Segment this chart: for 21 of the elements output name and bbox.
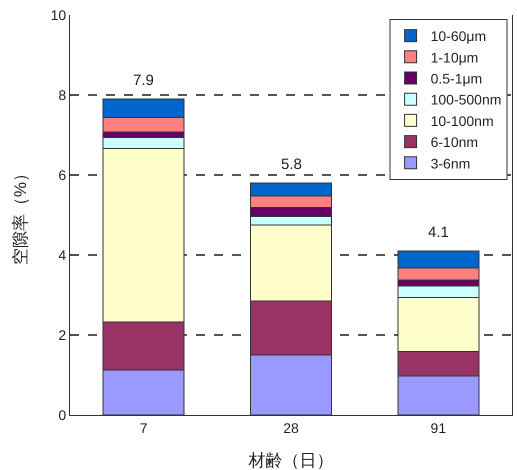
y-tick-label: 10	[50, 6, 66, 23]
y-tick-label: 8	[58, 86, 66, 103]
y-tick-label: 0	[58, 406, 66, 423]
total-label: 5.8	[281, 156, 302, 173]
legend-label: 100-500nm	[430, 92, 502, 108]
legend-label: 10-100nm	[430, 112, 494, 129]
x-tick-label: 91	[430, 420, 446, 436]
x-tick-label: 7	[140, 420, 148, 436]
legend-label: 0.5-1μm	[430, 70, 482, 86]
y-tick-label: 4	[58, 246, 66, 263]
legend-label: 1-10μm	[430, 49, 478, 66]
x-axis-title: 材齢（日）	[248, 451, 334, 470]
y-tick-label: 2	[58, 326, 66, 343]
total-label: 4.1	[428, 224, 449, 241]
legend-label: 6-10nm	[430, 134, 478, 150]
y-tick-label: 6	[58, 166, 66, 183]
total-label: 7.9	[133, 72, 154, 89]
legend-label: 10-60μm	[430, 28, 486, 44]
y-axis-title: 空隙率（%）	[11, 164, 30, 266]
legend-label: 3-6nm	[430, 155, 470, 172]
x-tick-label: 28	[283, 420, 299, 436]
